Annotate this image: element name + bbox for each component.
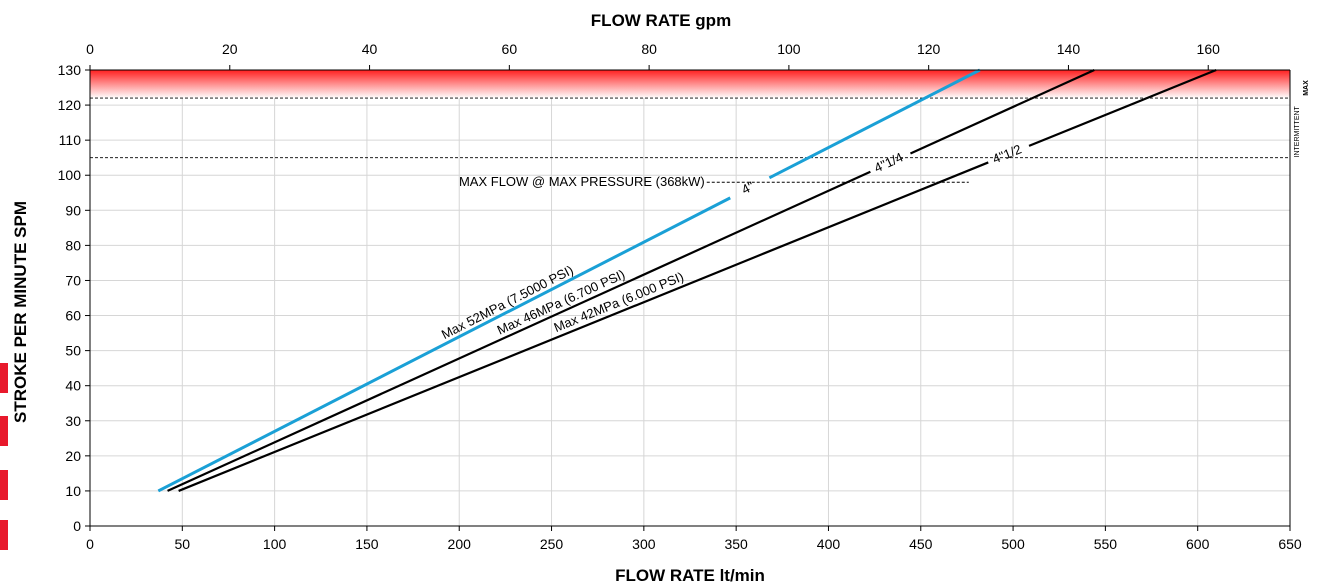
intermittent-label: INTERMITTENT: [1294, 105, 1301, 157]
edge-marker: [0, 470, 8, 500]
x2-tick-label: 0: [86, 41, 94, 57]
series-line: [167, 170, 871, 492]
max-label: MAX: [1303, 80, 1310, 96]
x-tick-label: 400: [817, 536, 841, 552]
y-tick-label: 0: [73, 518, 81, 534]
x-tick-label: 600: [1186, 536, 1210, 552]
x2-tick-label: 140: [1057, 41, 1081, 57]
x2-tick-label: 40: [362, 41, 378, 57]
y-axis-title: STROKE PER MINUTE SPM: [11, 201, 30, 423]
y-tick-label: 40: [65, 378, 81, 394]
x2-tick-label: 160: [1197, 41, 1221, 57]
series-name-label: 4": [739, 178, 757, 197]
y-tick-label: 110: [59, 132, 82, 148]
x-tick-label: 250: [540, 536, 564, 552]
series-lines: [157, 68, 1217, 493]
y-tick-label: 50: [65, 343, 81, 359]
y-tick-label: 70: [65, 272, 81, 288]
intermittent-band: [90, 70, 1290, 99]
series-line: [178, 161, 989, 492]
x-tick-label: 150: [355, 536, 379, 552]
x-tick-label: 450: [909, 536, 933, 552]
x-tick-label: 200: [448, 536, 472, 552]
series-name-label: 4"1/4: [872, 149, 905, 175]
x-tick-label: 550: [1094, 536, 1118, 552]
x2-tick-label: 120: [917, 41, 941, 57]
max-flow-annotation: MAX FLOW @ MAX PRESSURE (368kW): [459, 174, 705, 189]
y-tick-label: 60: [65, 308, 81, 324]
intermittent-max-band: [90, 70, 1290, 159]
x2-tick-label: 80: [641, 41, 657, 57]
grid: [89, 69, 1291, 527]
y-tick-label: 130: [58, 62, 82, 78]
x-tick-label: 50: [175, 536, 191, 552]
edge-marker: [0, 363, 8, 393]
x2-tick-label: 60: [502, 41, 518, 57]
labels: INTERMITTENT MAX MAX FLOW @ MAX PRESSURE (…: [439, 80, 1310, 342]
x-tick-label: 0: [86, 536, 94, 552]
series-line: [1028, 68, 1217, 147]
y-tick-label: 100: [58, 167, 82, 183]
x2-tick-label: 20: [222, 41, 238, 57]
y-tick-label: 120: [58, 97, 82, 113]
axes: 0 50 100 150 200 250 300 350 400 450 500 550 600 6500…: [58, 41, 1302, 552]
x-tick-label: 100: [263, 536, 287, 552]
x-tick-label: 350: [724, 536, 748, 552]
x2-axis-title: FLOW RATE gpm: [591, 11, 731, 30]
edge-marker: [0, 520, 8, 550]
series-line: [768, 68, 981, 180]
x-tick-label: 500: [1001, 536, 1025, 552]
x2-tick-label: 100: [777, 41, 801, 57]
series-line: [157, 196, 731, 493]
y-tick-label: 80: [65, 237, 81, 253]
y-tick-label: 30: [65, 413, 81, 429]
x-tick-label: 300: [632, 536, 656, 552]
series-line: [909, 68, 1095, 155]
y-tick-label: 90: [65, 202, 81, 218]
x-tick-label: 650: [1278, 536, 1302, 552]
series-name-label: 4"1/2: [990, 141, 1023, 166]
y-tick-label: 20: [65, 448, 81, 464]
x-axis-title: FLOW RATE lt/min: [615, 566, 765, 585]
y-tick-label: 10: [65, 483, 81, 499]
edge-marker: [0, 416, 8, 446]
